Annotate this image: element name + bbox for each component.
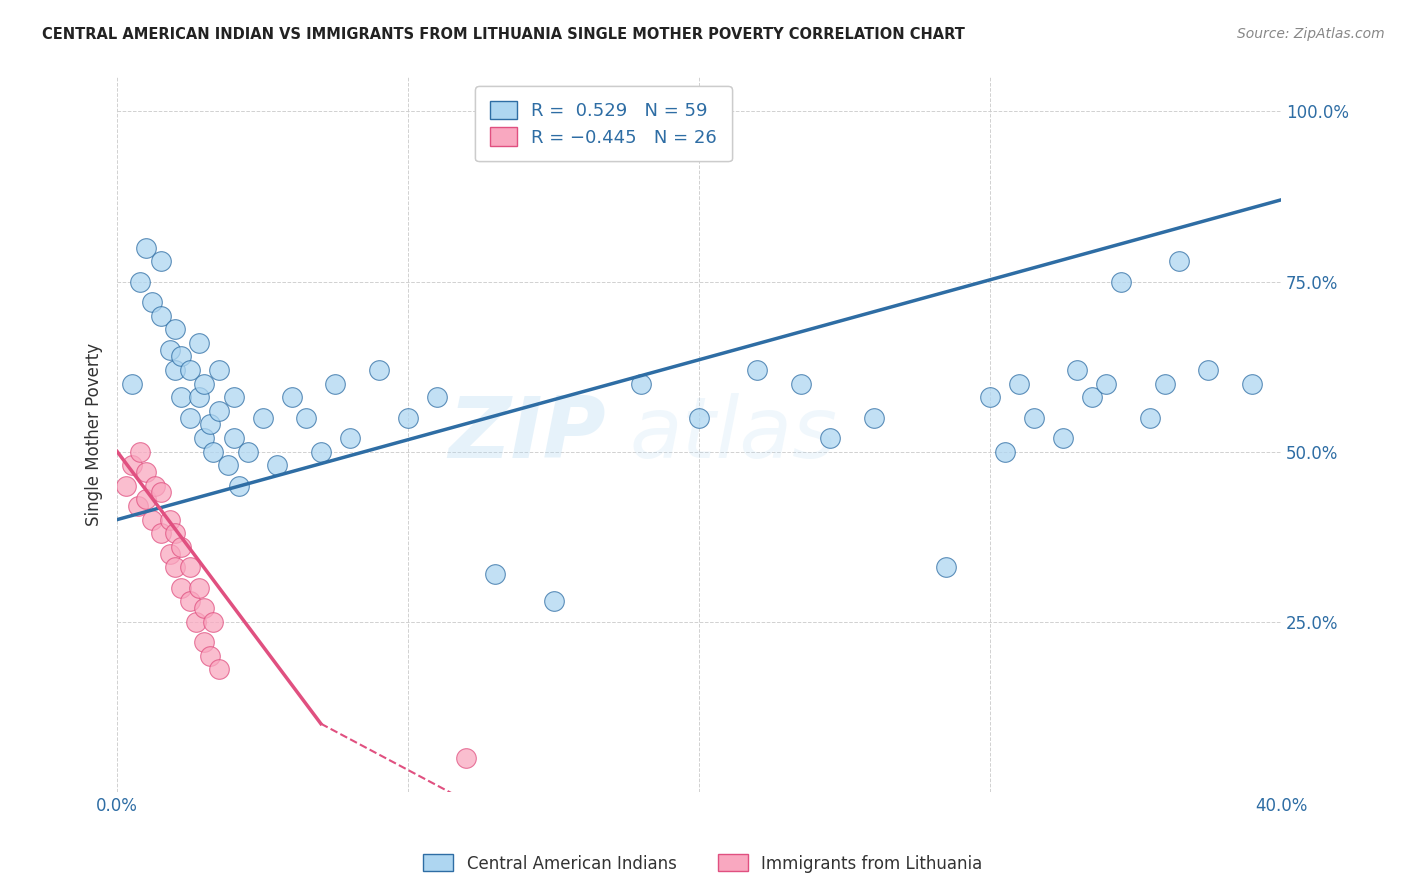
Point (1139, 410, 1161, 425)
Point (281, 390, 304, 404)
Text: ZIP: ZIP (449, 393, 606, 476)
Point (141, 513, 163, 527)
Point (179, 410, 201, 425)
Point (236, 444, 259, 458)
Point (1168, 254, 1191, 268)
Point (179, 560, 201, 574)
Point (979, 390, 1001, 404)
Point (165, 526, 187, 541)
Point (208, 363, 231, 377)
Point (200, 648, 222, 663)
Point (165, 560, 187, 574)
Point (1066, 363, 1088, 377)
Point (135, 240, 157, 254)
Point (149, 485, 172, 500)
Point (993, 444, 1015, 458)
Point (222, 390, 245, 404)
Point (149, 254, 172, 268)
Point (184, 615, 207, 629)
Point (135, 465, 157, 479)
Point (543, 594, 565, 608)
Point (170, 540, 193, 554)
Point (193, 635, 215, 649)
Y-axis label: Single Mother Poverty: Single Mother Poverty (86, 343, 103, 526)
Point (217, 458, 239, 473)
Point (1008, 376, 1031, 391)
Point (339, 431, 361, 445)
Point (426, 390, 449, 404)
Point (165, 363, 187, 377)
Point (159, 343, 181, 357)
Point (187, 390, 209, 404)
Point (368, 363, 391, 377)
Point (1240, 376, 1263, 391)
Point (747, 363, 769, 377)
Point (202, 615, 225, 629)
Point (179, 363, 201, 377)
Point (170, 581, 193, 595)
Point (396, 410, 419, 425)
Point (1153, 376, 1175, 391)
Point (935, 560, 957, 574)
Legend: Central American Indians, Immigrants from Lithuania: Central American Indians, Immigrants fro… (416, 847, 990, 880)
Point (187, 581, 209, 595)
Point (1052, 431, 1074, 445)
Point (818, 431, 841, 445)
Point (135, 492, 157, 507)
Point (790, 376, 813, 391)
Point (325, 376, 347, 391)
Point (193, 431, 215, 445)
Point (309, 444, 332, 458)
Point (630, 376, 652, 391)
Point (208, 403, 231, 417)
Point (193, 601, 215, 615)
Point (1197, 363, 1219, 377)
Point (127, 499, 149, 513)
Point (295, 410, 318, 425)
Point (129, 444, 152, 458)
Point (159, 547, 181, 561)
Point (222, 431, 245, 445)
Point (688, 410, 710, 425)
Point (484, 567, 506, 582)
Point (149, 526, 172, 541)
Point (170, 390, 193, 404)
Point (862, 410, 884, 425)
Point (165, 322, 187, 336)
Point (456, 750, 478, 764)
Point (179, 594, 201, 608)
Point (141, 294, 163, 309)
Point (208, 662, 231, 676)
Text: Source: ZipAtlas.com: Source: ZipAtlas.com (1237, 27, 1385, 41)
Point (159, 513, 181, 527)
Point (228, 478, 250, 492)
Point (115, 478, 138, 492)
Point (266, 458, 288, 473)
Point (170, 349, 193, 363)
Point (200, 417, 222, 432)
Point (1095, 376, 1118, 391)
Point (202, 444, 225, 458)
Text: atlas: atlas (630, 393, 837, 476)
Point (1081, 390, 1104, 404)
Point (193, 376, 215, 391)
Point (1022, 410, 1045, 425)
Legend: R =  0.529   N = 59, R = −0.445   N = 26: R = 0.529 N = 59, R = −0.445 N = 26 (475, 87, 731, 161)
Point (187, 335, 209, 350)
Point (143, 478, 166, 492)
Point (1109, 275, 1132, 289)
Point (121, 376, 143, 391)
Point (121, 458, 143, 473)
Point (129, 275, 152, 289)
Point (252, 410, 274, 425)
Text: CENTRAL AMERICAN INDIAN VS IMMIGRANTS FROM LITHUANIA SINGLE MOTHER POVERTY CORRE: CENTRAL AMERICAN INDIAN VS IMMIGRANTS FR… (42, 27, 965, 42)
Point (149, 309, 172, 323)
